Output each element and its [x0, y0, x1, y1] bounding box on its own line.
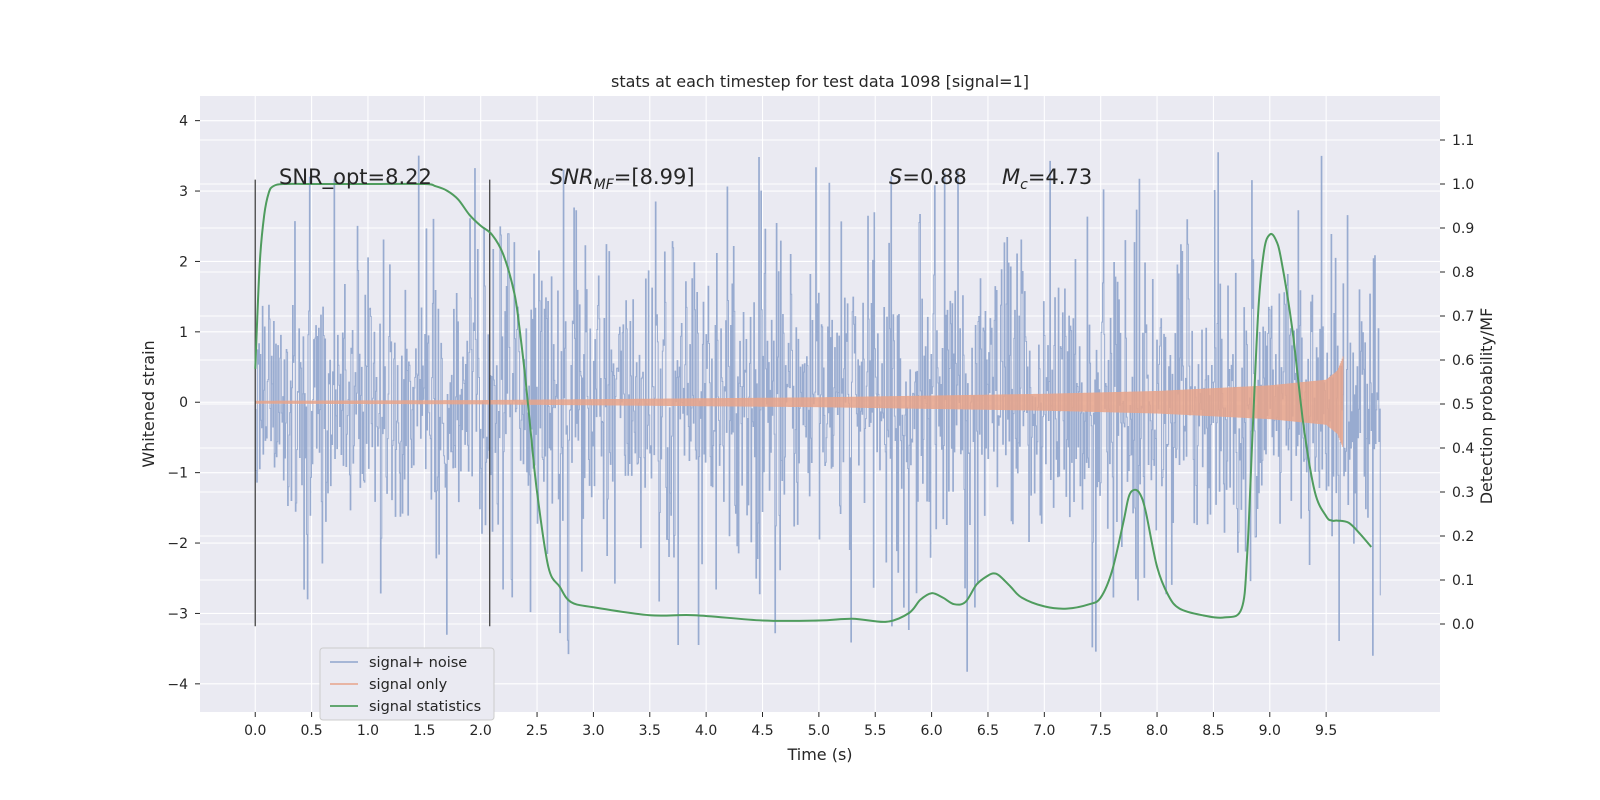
y-left-tick-label: −3 — [167, 606, 188, 622]
y-right-tick-label: 0.7 — [1452, 309, 1474, 325]
x-tick-label: 9.0 — [1259, 723, 1281, 739]
x-tick-label: 7.5 — [1090, 723, 1112, 739]
x-tick-label: 4.0 — [695, 723, 717, 739]
mc-symbol: M — [1002, 165, 1020, 189]
x-tick-label: 3.5 — [639, 723, 661, 739]
x-tick-label: 9.5 — [1315, 723, 1337, 739]
x-tick-label: 2.0 — [470, 723, 492, 739]
annotation-snr-opt: SNR_opt=8.22 — [279, 165, 432, 190]
tick-labels: 0.0 0.5 1.0 1.5 2.0 2.5 3.0 3.5 4.0 4.5 5.0 5.5 6.0 6… — [167, 114, 1474, 739]
mc-value: =4.73 — [1028, 165, 1092, 189]
y-right-tick-label: 0.4 — [1452, 441, 1474, 457]
y-right-tick-label: 0.2 — [1452, 529, 1474, 545]
y-left-tick-label: −2 — [167, 536, 188, 552]
x-axis-label: Time (s) — [786, 745, 852, 764]
x-tick-label: 2.5 — [526, 723, 548, 739]
s-value: =0.88 — [902, 165, 966, 189]
y-left-tick-label: 2 — [179, 254, 188, 270]
annotation-snr-mf: SNRMF=[8.99] — [550, 165, 695, 193]
x-tick-label: 5.0 — [808, 723, 830, 739]
x-tick-label: 7.0 — [1033, 723, 1055, 739]
annotation-mc: Mc=4.73 — [1002, 165, 1092, 193]
series-signal-statistics-line — [254, 182, 1373, 623]
snr-mf-sub: MF — [594, 177, 615, 193]
y-axis-label-right: Detection probability/MF — [1477, 308, 1496, 505]
y-right-tick-label: 1.0 — [1452, 177, 1474, 193]
y-right-tick-label: 0.0 — [1452, 617, 1474, 633]
x-tick-label: 0.0 — [244, 723, 266, 739]
snr-mf-base: SNR — [550, 165, 594, 189]
y-axis-label-left: Whitened strain — [139, 340, 158, 467]
x-tick-label: 3.0 — [582, 723, 604, 739]
x-tick-label: 6.0 — [920, 723, 942, 739]
y-left-tick-label: −4 — [167, 677, 188, 693]
legend-label-signal-only: signal only — [369, 677, 448, 693]
series-signal-only-line — [254, 356, 1344, 447]
y-right-tick-label: 0.5 — [1452, 397, 1474, 413]
mc-sub: c — [1020, 177, 1028, 193]
legend-label-signal-noise: signal+ noise — [369, 655, 467, 671]
x-tick-label: 8.5 — [1202, 723, 1224, 739]
x-tick-label: 1.0 — [357, 723, 379, 739]
y-right-tick-label: 0.3 — [1452, 485, 1474, 501]
y-left-tick-label: 3 — [179, 184, 188, 200]
annotation-s: S=0.88 — [889, 165, 967, 189]
x-tick-label: 0.5 — [300, 723, 322, 739]
y-right-tick-label: 0.9 — [1452, 221, 1474, 237]
y-right-tick-label: 0.1 — [1452, 573, 1474, 589]
chart-title: stats at each timestep for test data 109… — [611, 72, 1029, 91]
legend-box — [319, 647, 495, 721]
legend-label-signal-statistics: signal statistics — [369, 699, 481, 715]
y-left-tick-label: −1 — [167, 466, 188, 482]
y-right-tick-label: 0.6 — [1452, 353, 1474, 369]
legend: signal+ noise signal only signal statist… — [319, 647, 495, 721]
y-left-tick-label: 0 — [179, 395, 188, 411]
y-right-tick-label: 0.8 — [1452, 265, 1474, 281]
x-tick-label: 8.0 — [1146, 723, 1168, 739]
y-right-tick-label: 1.1 — [1452, 133, 1474, 149]
y-left-tick-label: 1 — [179, 325, 188, 341]
x-tick-label: 4.5 — [751, 723, 773, 739]
x-tick-label: 6.5 — [977, 723, 999, 739]
x-tick-label: 5.5 — [864, 723, 886, 739]
s-symbol: S — [889, 165, 902, 189]
y-left-tick-label: 4 — [179, 114, 188, 130]
snr-mf-value: =[8.99] — [614, 165, 695, 189]
x-tick-label: 1.5 — [413, 723, 435, 739]
plot-layer — [254, 152, 1381, 672]
